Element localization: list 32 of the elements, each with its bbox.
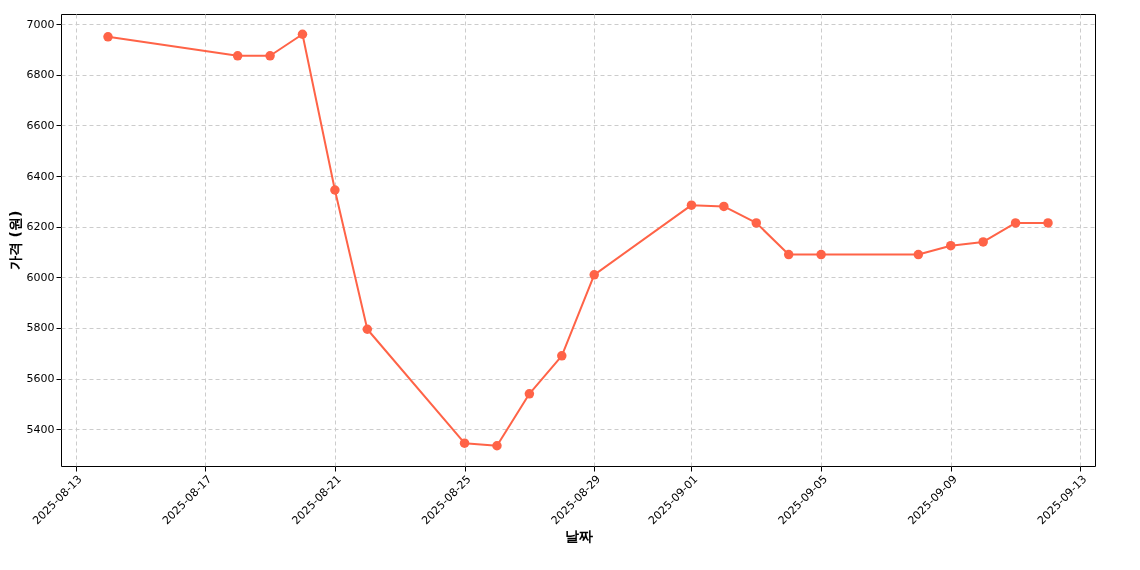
point [492,441,502,451]
point [589,270,599,280]
point [557,351,567,361]
point [362,324,373,334]
y-tick-label: 6800 [26,68,55,82]
point [978,237,988,247]
point [1043,218,1053,228]
point [103,32,113,42]
y-tick-label: 6000 [26,270,55,284]
point [913,249,924,260]
y-tick-label: 6200 [26,220,55,234]
point [459,438,470,448]
point [816,249,826,260]
point [265,51,275,61]
point [524,389,535,399]
point [1010,218,1021,228]
point [751,218,762,228]
y-tick-label: 6400 [26,169,55,183]
point [330,185,340,195]
y-axis-title: 가격 (원) [6,210,23,271]
point [686,200,697,210]
y-tick-label: 6600 [26,118,55,132]
point [783,249,794,260]
y-tick-label: 5800 [26,321,55,335]
point [946,240,956,251]
point [719,201,729,212]
point [232,51,243,61]
point [297,29,308,39]
y-tick-label: 5600 [26,372,55,386]
y-tick-label: 5400 [26,422,55,436]
y-tick-label: 7000 [26,17,55,31]
x-axis-title: 날짜 [564,528,593,545]
